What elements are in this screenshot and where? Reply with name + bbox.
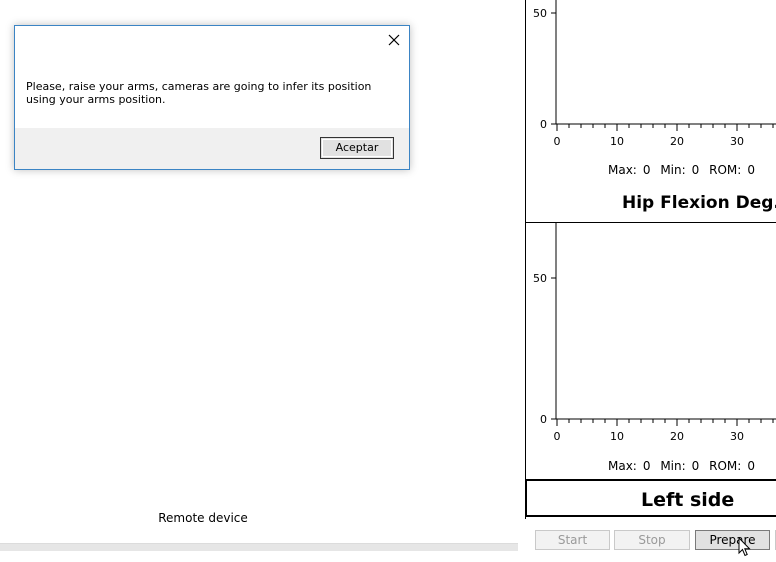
plot-bottom: 50 0 0 10 20 30 Max: 0 Min: 0 ROM: 0 [526,222,776,479]
min-value: 0 [691,459,700,473]
min-label: Min: [660,459,686,473]
max-label: Max: [608,163,637,177]
close-icon[interactable] [387,32,401,46]
min-value: 0 [691,163,700,177]
max-value: 0 [642,459,651,473]
mouse-cursor-icon [738,537,751,557]
min-label: Min: [660,163,686,177]
plot-bottom-stats: Max: 0 Min: 0 ROM: 0 [608,459,761,473]
side-label-box: Left side [525,479,776,517]
plot-title: Hip Flexion Deg. [622,193,776,213]
stop-button[interactable]: Stop [614,530,690,550]
dialog-footer: Aceptar [15,128,409,169]
y-tick-label: 50 [533,7,547,20]
plot-top: 50 0 0 10 20 30 Max: 0 Min: 0 ROM: 0 Hip Fl… [526,0,776,220]
rom-label: ROM: [709,459,742,473]
y-tick-label: 0 [540,413,547,426]
x-tick-label: 0 [554,135,561,148]
accept-button[interactable]: Aceptar [320,137,394,159]
plot-bottom-axes: 50 0 0 10 20 30 [533,223,776,443]
y-tick-label: 0 [540,118,547,131]
y-tick-label: 50 [533,272,547,285]
max-label: Max: [608,459,637,473]
x-tick-label: 0 [554,430,561,443]
start-button[interactable]: Start [535,530,610,550]
x-tick-label: 30 [730,135,744,148]
remote-device-label: Remote device [158,511,248,525]
side-label: Left side [641,489,735,511]
dialog-message: Please, raise your arms, cameras are goi… [26,80,372,106]
prepare-button[interactable]: Prepare [695,530,770,550]
plot-top-axes: 50 0 0 10 20 30 [533,0,776,148]
rom-value: 0 [747,459,755,473]
rom-value: 0 [747,163,755,177]
x-tick-label: 30 [730,430,744,443]
x-tick-label: 20 [670,430,684,443]
message-dialog: Please, raise your arms, cameras are goi… [14,25,410,170]
x-tick-label: 10 [610,135,624,148]
max-value: 0 [642,163,651,177]
plots-panel: 50 0 0 10 20 30 Max: 0 Min: 0 ROM: 0 Hip Fl… [525,0,776,519]
horizontal-scrollbar[interactable] [0,543,518,551]
x-tick-label: 10 [610,430,624,443]
rom-label: ROM: [709,163,742,177]
x-tick-label: 20 [670,135,684,148]
plot-top-stats: Max: 0 Min: 0 ROM: 0 [608,163,761,177]
